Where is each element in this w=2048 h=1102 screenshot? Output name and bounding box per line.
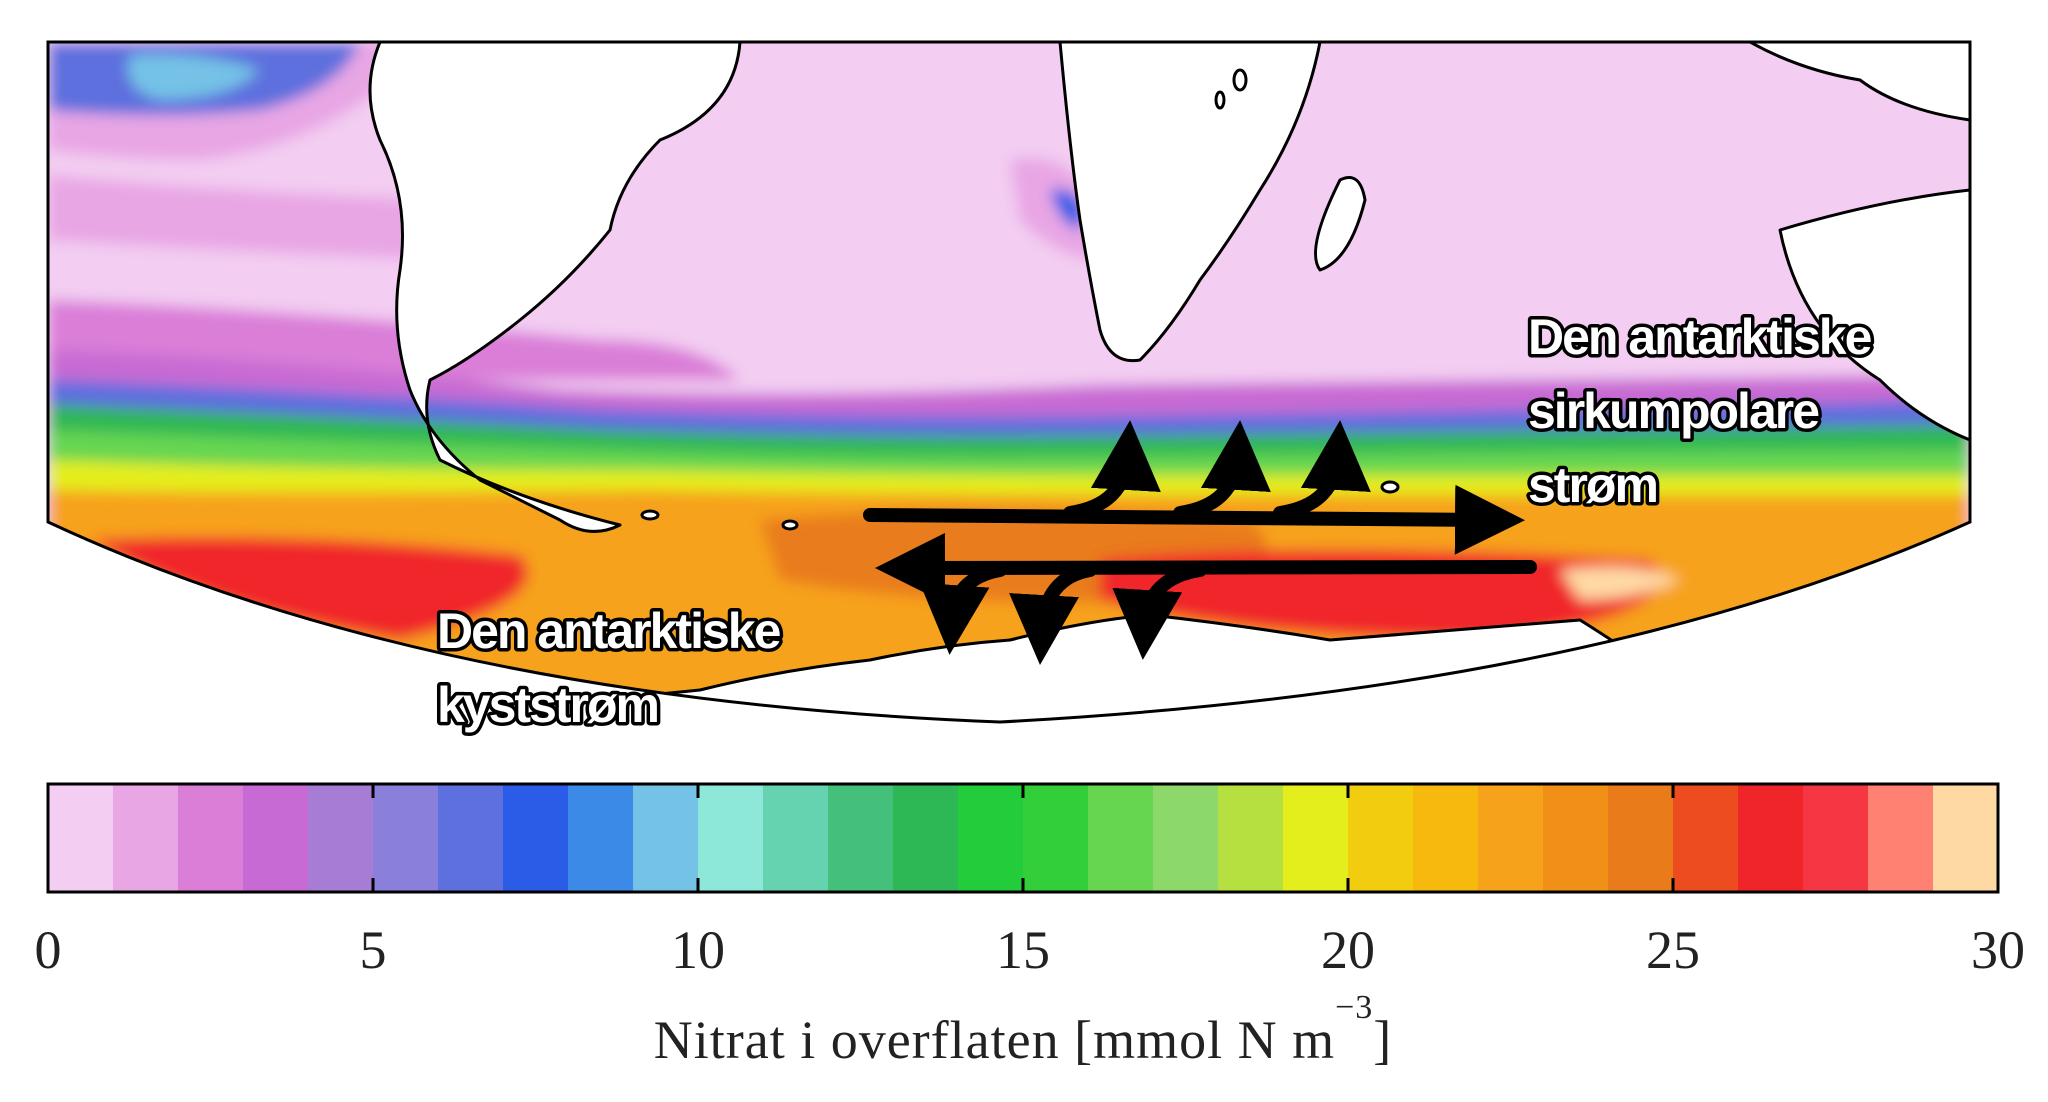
colorbar-cell xyxy=(1283,784,1349,892)
coastal-label-line2: kyststrøm xyxy=(437,677,658,733)
colorbar-cell xyxy=(763,784,829,892)
colorbar-tick-label: 20 xyxy=(1321,920,1375,980)
colorbar-cell xyxy=(1088,784,1154,892)
colorbar-cell xyxy=(1023,784,1089,892)
colorbar-tick-label: 30 xyxy=(1971,920,2025,980)
colorbar-cell xyxy=(828,784,894,892)
acc-label-line1: Den antarktiske xyxy=(1528,309,1872,365)
northward-branch-arrow xyxy=(1273,420,1371,520)
northward-branch-arrow xyxy=(1063,420,1161,520)
southward-branch-arrow xyxy=(1112,563,1207,660)
colorbar-cell xyxy=(503,784,569,892)
acc-label: Den antarktiske sirkumpolare strøm xyxy=(1525,306,1878,517)
colorbar-cell xyxy=(1608,784,1674,892)
africa xyxy=(1058,42,1322,363)
map-frame xyxy=(46,40,1972,724)
northward-branch-arrow xyxy=(1173,420,1271,520)
colorbar-cell xyxy=(438,784,504,892)
acc-label-line2: sirkumpolare xyxy=(1528,383,1819,439)
colorbar-cell xyxy=(48,784,114,892)
colorbar-tick-labels: 0 5 10 15 20 25 30 xyxy=(35,920,2026,980)
colorbar-title: Nitrat i overflaten [mmol N m−3] xyxy=(654,989,1393,1070)
colorbar-tick-label: 15 xyxy=(996,920,1050,980)
colorbar-cell xyxy=(113,784,179,892)
colorbar-title-close: ] xyxy=(1373,1010,1392,1070)
colorbar-cell xyxy=(1868,784,1934,892)
madagascar xyxy=(1314,176,1367,272)
colorbar-tick-label: 0 xyxy=(35,920,62,980)
colorbar-title-main: Nitrat i overflaten [mmol N m xyxy=(654,1010,1335,1070)
colorbar-cell xyxy=(893,784,959,892)
colorbar-cell xyxy=(568,784,634,892)
colorbar-cell xyxy=(178,784,244,892)
colorbar-cells xyxy=(48,784,1999,892)
southward-branch-arrow xyxy=(1009,563,1097,665)
map-field xyxy=(48,42,1970,722)
acc-label-line3: strøm xyxy=(1528,457,1657,513)
colorbar-tick-label: 10 xyxy=(671,920,725,980)
colorbar-cell xyxy=(1348,784,1414,892)
colorbar-tick-label: 5 xyxy=(360,920,387,980)
southward-branch-arrow xyxy=(919,563,1007,655)
colorbar-cell xyxy=(1478,784,1544,892)
colorbar-cell xyxy=(1413,784,1479,892)
colorbar: 0 5 10 15 20 25 30 Nitrat i overflaten [mmol N… xyxy=(35,782,2026,1070)
colorbar-cell xyxy=(633,784,699,892)
colorbar-cell xyxy=(1218,784,1284,892)
coastal-label-line1: Den antarktiske xyxy=(437,603,781,659)
current-arrows xyxy=(863,420,1537,665)
colorbar-cell xyxy=(308,784,374,892)
asia-coast xyxy=(1748,42,1970,122)
colorbar-tick-label: 25 xyxy=(1646,920,1700,980)
colorbar-cell xyxy=(1933,784,1999,892)
colorbar-cell xyxy=(243,784,309,892)
australia xyxy=(1778,188,1970,442)
coastal-westward-arrow xyxy=(875,532,1537,603)
colorbar-cell xyxy=(373,784,439,892)
colorbar-cell xyxy=(1673,784,1739,892)
colorbar-cell xyxy=(1738,784,1804,892)
colorbar-frame xyxy=(46,782,2000,894)
coastal-current-label: Den antarktiske kyststrøm xyxy=(434,600,787,737)
colorbar-cell xyxy=(1543,784,1609,892)
islands xyxy=(640,68,1400,531)
colorbar-title-sup: −3 xyxy=(1335,989,1373,1026)
colorbar-cell xyxy=(1803,784,1869,892)
south-america xyxy=(368,42,742,533)
colorbar-cell xyxy=(698,784,764,892)
colorbar-cell xyxy=(1153,784,1219,892)
colorbar-cell xyxy=(958,784,1024,892)
